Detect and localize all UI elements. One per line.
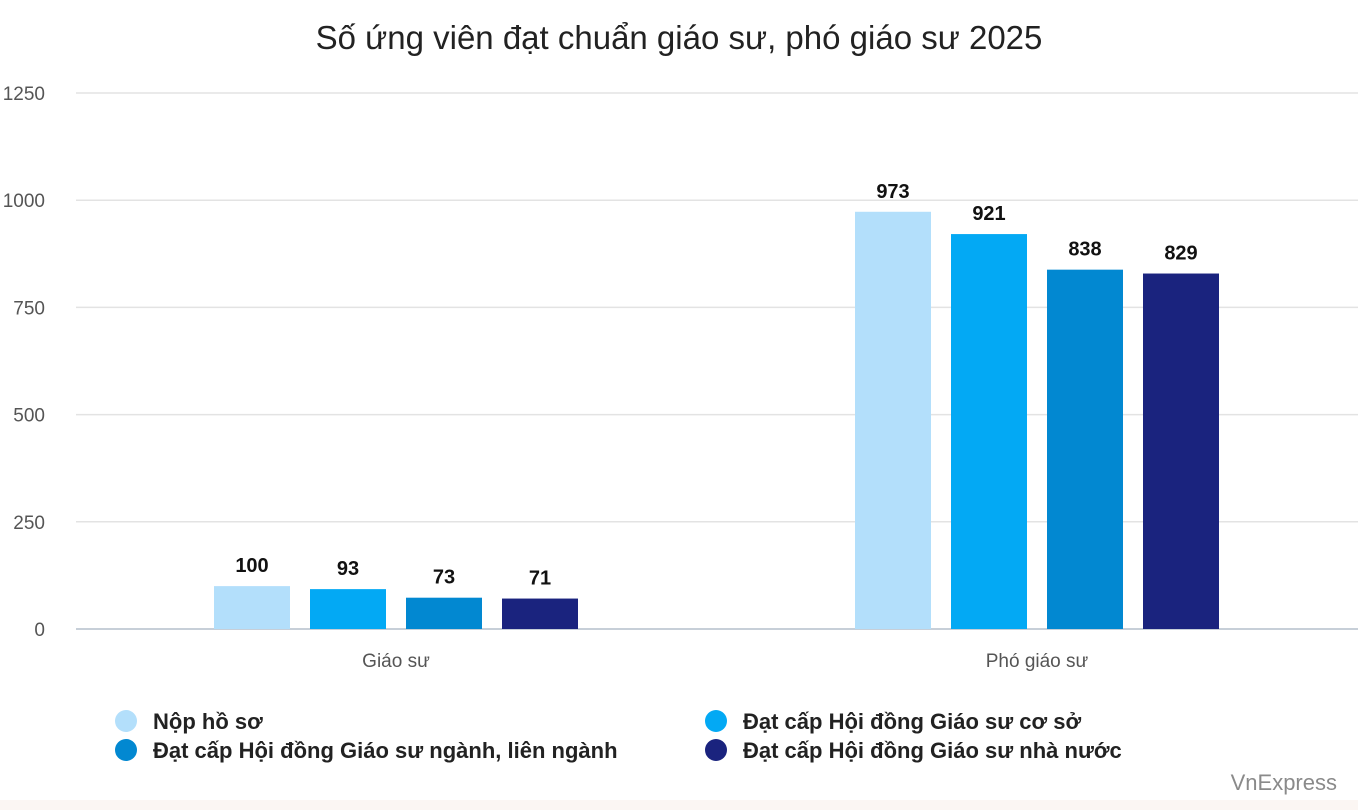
- legend-label: Đạt cấp Hội đồng Giáo sư nhà nước: [743, 738, 1122, 763]
- bar-value-label: 921: [972, 203, 1005, 225]
- y-tick-label: 750: [13, 298, 45, 319]
- bar-pho-giao-su-series-3: [1047, 269, 1123, 629]
- legend-label: Nộp hồ sơ: [153, 709, 263, 734]
- y-axis-ticks: 0 250 500 750 1000 1250: [3, 84, 45, 641]
- bar-value-label: 973: [876, 181, 909, 203]
- legend-swatch: [705, 739, 727, 761]
- x-axis-ticks: Giáo sư Phó giáo sư: [362, 651, 1088, 672]
- bar-giao-su-series-3: [406, 597, 482, 629]
- legend-swatch: [705, 710, 727, 732]
- bar-pho-giao-su-series-1: [855, 211, 931, 630]
- y-tick-label: 0: [34, 620, 45, 641]
- legend: Nộp hồ sơ Đạt cấp Hội đồng Giáo sư cơ sở Đ…: [115, 709, 1122, 763]
- bar-value-label: 71: [529, 568, 551, 590]
- y-tick-label: 250: [13, 513, 45, 534]
- legend-label: Đạt cấp Hội đồng Giáo sư cơ sở: [743, 709, 1082, 734]
- y-tick-label: 1000: [3, 191, 45, 212]
- source-label: VnExpress: [1231, 770, 1337, 795]
- y-tick-label: 1250: [3, 84, 45, 105]
- x-tick-label: Phó giáo sư: [986, 651, 1089, 672]
- bar-value-label: 100: [235, 555, 268, 577]
- bar-giao-su-series-1: [214, 586, 290, 629]
- chart-title: Số ứng viên đạt chuẩn giáo sư, phó giáo …: [316, 19, 1043, 56]
- bar-value-label: 829: [1164, 243, 1197, 265]
- bar-pho-giao-su-series-2: [951, 234, 1027, 629]
- y-tick-label: 500: [13, 406, 45, 427]
- bar-pho-giao-su-series-4: [1143, 273, 1219, 629]
- legend-label: Đạt cấp Hội đồng Giáo sư ngành, liên ngà…: [153, 738, 618, 763]
- bars: [214, 211, 1219, 630]
- legend-swatch: [115, 710, 137, 732]
- x-tick-label: Giáo sư: [362, 651, 430, 672]
- bar-value-label: 93: [337, 558, 359, 580]
- data-labels: 100 973 93 921 73 838 71 829: [235, 181, 1197, 590]
- bottom-strip: [0, 800, 1358, 810]
- bar-giao-su-series-4: [502, 598, 578, 629]
- bar-value-label: 73: [433, 567, 455, 589]
- bar-value-label: 838: [1068, 239, 1101, 261]
- legend-swatch: [115, 739, 137, 761]
- bar-giao-su-series-2: [310, 589, 386, 629]
